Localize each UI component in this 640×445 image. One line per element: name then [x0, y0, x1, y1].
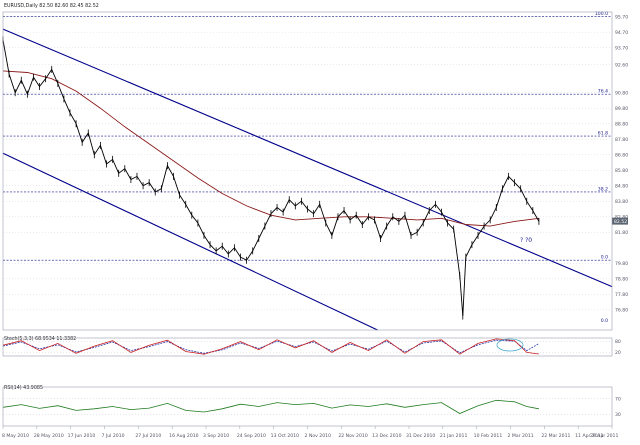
time-tick-label: 31 Dec 2010: [406, 433, 435, 439]
price-tick-label: 84.80: [615, 183, 628, 189]
rsi-level-label: 70: [615, 396, 621, 402]
time-tick-label: 17 Jun 2010: [68, 433, 96, 439]
fibonacci-level-label: 61.8: [598, 131, 608, 137]
time-tick-label: 21 Jan 2011: [440, 433, 468, 439]
time-tick-label: 3 Sep 2010: [203, 433, 229, 439]
price-tick-label: 85.80: [615, 168, 628, 174]
price-tick-label: 94.70: [615, 30, 628, 36]
time-tick-label: 22 Nov 2010: [338, 433, 367, 439]
fibonacci-level-label: 100.0: [595, 11, 608, 17]
trend-channel: [2, 28, 613, 331]
fibonacci-levels: 100.0 76.4 61.8 38.2 0.0 0.0: [3, 11, 612, 324]
stochastic-main-line: [2, 338, 539, 355]
time-tick-label: 2 Nov 2010: [305, 433, 332, 439]
stochastic-lines: [2, 338, 540, 355]
stochastic-level-label: 80: [615, 339, 621, 345]
rsi-grid: 70 30: [3, 396, 621, 418]
channel-lower-line: [2, 152, 378, 331]
stochastic-level-label: 20: [615, 350, 621, 356]
price-tick-label: 79.80: [615, 261, 628, 267]
price-tick-label: 93.70: [615, 45, 628, 51]
time-tick-label: 28 May 2010: [34, 433, 64, 439]
time-tick-label: 16 Aug 2010: [169, 433, 199, 439]
current-price-box: [612, 217, 628, 225]
rsi-line: [2, 399, 539, 414]
time-axis: 8 May 2010 28 May 2010 17 Jun 2010 7 Jul 20…: [2, 426, 618, 439]
price-tick-label: 95.70: [615, 14, 628, 20]
price-tick-label: 86.80: [615, 152, 628, 158]
price-series: [2, 36, 540, 320]
rsi-label: RSI(14) 43.9085: [4, 385, 43, 391]
price-tick-label: 82.80: [615, 214, 628, 220]
channel-upper-line: [2, 28, 613, 288]
price-tick-label: 78.80: [615, 276, 628, 282]
chart-annotation: ? ?0: [520, 237, 532, 244]
current-price-label: 82.52: [614, 219, 627, 225]
rsi-line-group: [2, 399, 539, 414]
price-tick-label: 83.80: [615, 199, 628, 205]
stochastic-panel-frame: [2, 337, 613, 357]
stochastic-highlight-ellipse: [496, 338, 524, 352]
time-tick-label: 10 Feb 2011: [474, 433, 503, 439]
time-tick-label: 2 Mar 2011: [508, 433, 534, 439]
chart-header: EURUSD,Daily 82.50 82.60 82.45 82.52: [4, 3, 99, 9]
time-tick-label: 7 Jul 2010: [102, 433, 125, 439]
stochastic-label: Stoch(5,3,3) 68.9534 11.3382: [4, 336, 76, 342]
price-tick-label: 92.60: [615, 62, 628, 68]
price-tick-label: 88.80: [615, 121, 628, 127]
price-tick-label: 76.80: [615, 307, 628, 313]
time-tick-label: 13 Oct 2010: [271, 433, 299, 439]
price-grid: [3, 16, 612, 311]
price-tick-label: 89.80: [615, 106, 628, 112]
fibonacci-level-label: 0.0: [601, 255, 608, 261]
price-tick-label: 81.80: [615, 230, 628, 236]
stochastic-grid: 80 20: [3, 339, 621, 356]
time-tick-label: 8 May 2010: [2, 433, 29, 439]
price-tick-label: 87.80: [615, 137, 628, 143]
price-panel-frame: [2, 11, 613, 331]
time-tick-label: 22 Mar 2011: [541, 433, 570, 439]
price-tick-label: 90.80: [615, 90, 628, 96]
time-tick-label: 11 Apr 2011: [575, 433, 603, 439]
price-panel: 100.076.461.838.20.00.0 95.7094.7093.709…: [2, 3, 628, 331]
rsi-level-label: 30: [615, 412, 621, 418]
stochastic-signal-line: [2, 339, 540, 354]
time-tick-label: 13 Dec 2010: [372, 433, 401, 439]
price-axis: 95.70 94.70 93.70 92.60 90.80 89.80 88.80 87.80…: [612, 14, 628, 313]
rsi-panel-frame: [2, 386, 613, 427]
rsi-panel: 70 30 RSI(14) 43.9085: [2, 385, 621, 418]
fibonacci-level-label: 76.4: [598, 89, 608, 95]
price-tick-label: 77.80: [615, 292, 628, 298]
time-tick-label: 27 Jul 2010: [135, 433, 161, 439]
stochastic-panel: 80 20 Stoch(5,3,3) 68.9534 11.3382: [2, 336, 621, 356]
price-line: [2, 39, 540, 317]
fibonacci-bottom-label: 0.0: [601, 318, 608, 324]
time-tick-label: 29 Apr 2011: [590, 433, 618, 439]
time-tick-label: 24 Sep 2010: [237, 433, 266, 439]
fibonacci-level-label: 38.2: [598, 186, 608, 192]
